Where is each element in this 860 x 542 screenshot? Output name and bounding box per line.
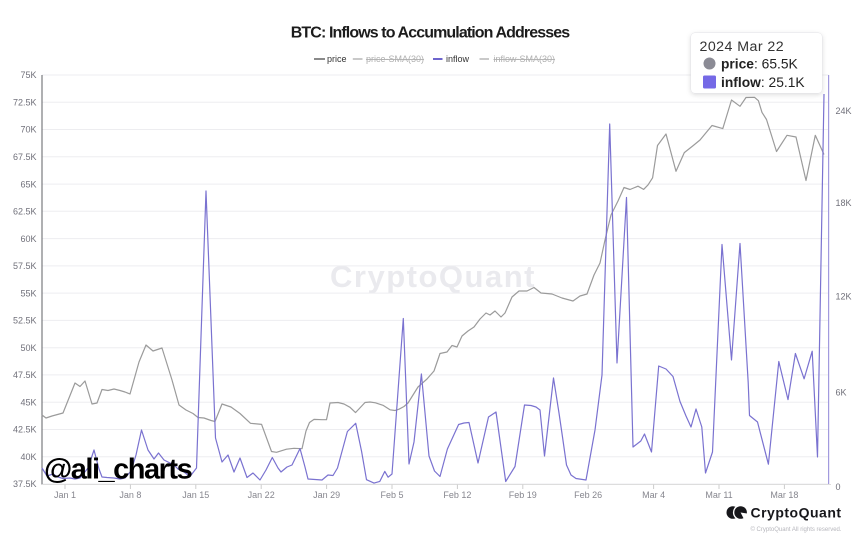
svg-text:Mar 11: Mar 11: [705, 490, 732, 500]
svg-text:70K: 70K: [20, 125, 36, 135]
svg-text:45K: 45K: [20, 397, 36, 407]
svg-text:42.5K: 42.5K: [13, 425, 37, 435]
svg-text:55K: 55K: [20, 288, 36, 298]
svg-text:62.5K: 62.5K: [13, 207, 37, 217]
svg-text:BTC: Inflows to Accumulation A: BTC: Inflows to Accumulation Addresses: [291, 25, 570, 42]
svg-text:Feb 5: Feb 5: [380, 490, 403, 500]
svg-text:Feb 12: Feb 12: [443, 490, 471, 500]
svg-text:50K: 50K: [20, 343, 36, 353]
svg-text:Jan 22: Jan 22: [248, 490, 275, 500]
svg-text:Mar 18: Mar 18: [770, 490, 798, 500]
svg-text:inflow: 25.1K: inflow: 25.1K: [721, 75, 805, 90]
svg-text:price: price: [327, 54, 347, 64]
svg-text:CryptoQuant: CryptoQuant: [751, 505, 842, 521]
svg-text:inflow: inflow: [446, 54, 470, 64]
svg-text:47.5K: 47.5K: [13, 370, 37, 380]
svg-text:Jan 29: Jan 29: [313, 490, 340, 500]
svg-text:price-SMA(30): price-SMA(30): [366, 54, 424, 64]
svg-text:60K: 60K: [20, 234, 36, 244]
svg-text:12K: 12K: [836, 292, 852, 302]
svg-text:@ali_charts: @ali_charts: [44, 454, 192, 486]
svg-text:72.5K: 72.5K: [13, 98, 37, 108]
svg-text:18K: 18K: [836, 198, 852, 208]
svg-text:6K: 6K: [836, 388, 847, 398]
svg-text:CryptoQuant: CryptoQuant: [330, 259, 536, 294]
svg-text:65K: 65K: [20, 179, 36, 189]
svg-text:40K: 40K: [20, 452, 36, 462]
svg-text:52.5K: 52.5K: [13, 316, 37, 326]
svg-text:Jan 1: Jan 1: [54, 490, 76, 500]
svg-text:67.5K: 67.5K: [13, 152, 37, 162]
svg-text:© CryptoQuant All rights reser: © CryptoQuant All rights reserved.: [750, 526, 841, 533]
svg-text:Feb 19: Feb 19: [509, 490, 537, 500]
svg-text:Feb 26: Feb 26: [574, 490, 602, 500]
svg-text:57.5K: 57.5K: [13, 261, 37, 271]
svg-text:0: 0: [836, 482, 841, 492]
svg-text:price: 65.5K: price: 65.5K: [721, 56, 799, 71]
svg-text:inflow-SMA(30): inflow-SMA(30): [494, 54, 556, 64]
svg-text:75K: 75K: [20, 70, 36, 80]
svg-text:24K: 24K: [836, 106, 852, 116]
svg-text:37.5K: 37.5K: [13, 479, 37, 489]
svg-text:Jan 8: Jan 8: [119, 490, 141, 500]
svg-text:Mar 4: Mar 4: [642, 490, 665, 500]
svg-text:2024 Mar 22: 2024 Mar 22: [700, 39, 785, 55]
svg-text:Jan 15: Jan 15: [182, 490, 209, 500]
